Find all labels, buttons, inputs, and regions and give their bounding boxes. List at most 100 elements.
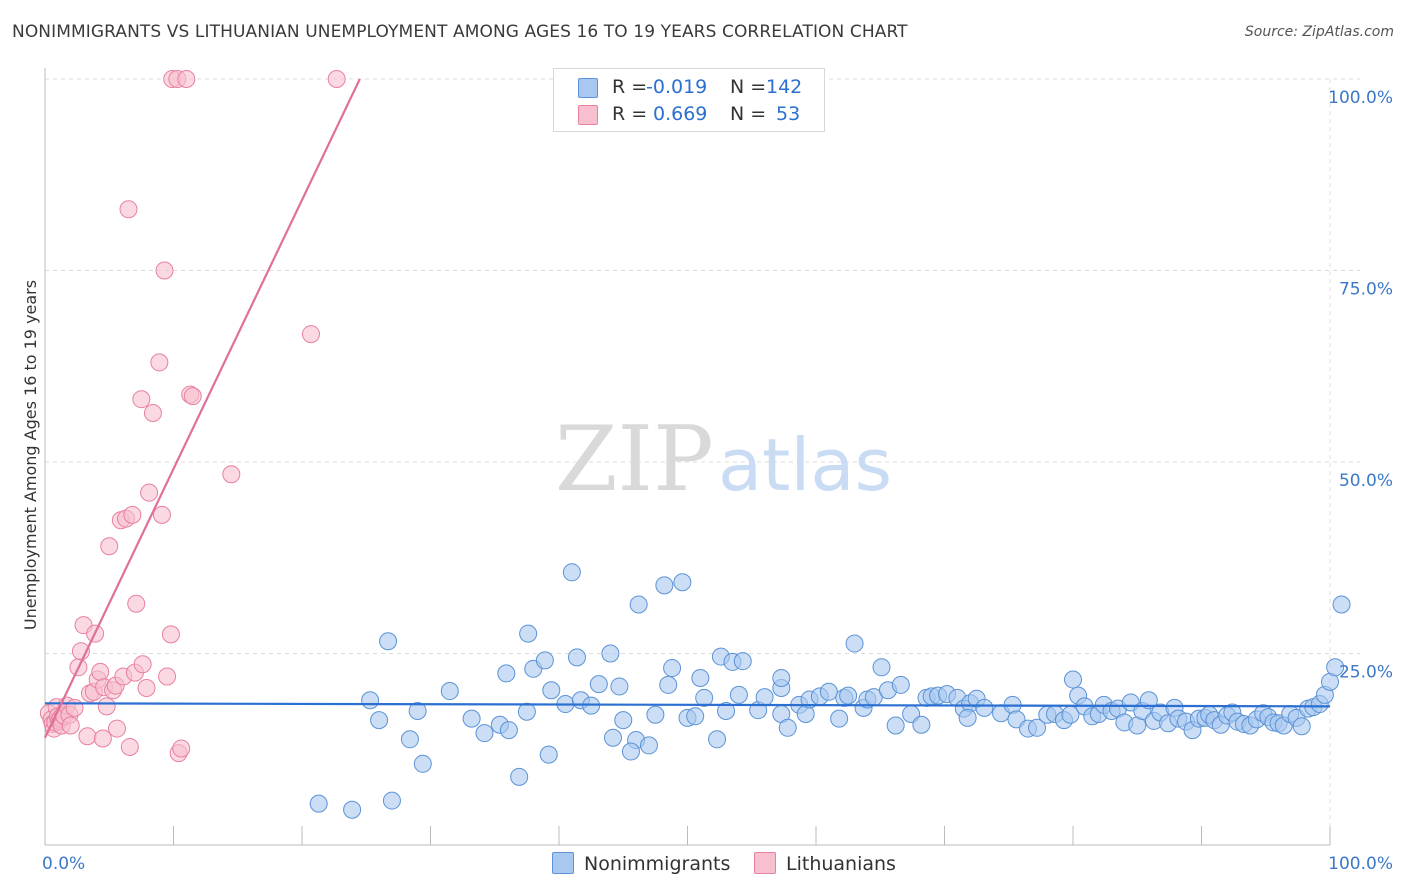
data-point-nonimmigrants — [1064, 670, 1082, 689]
legend-row-lithuanians: R = 0.669 N = 53 — [554, 100, 824, 128]
data-point-nonimmigrants — [440, 682, 459, 701]
data-point-nonimmigrants — [370, 711, 389, 730]
data-point-nonimmigrants — [309, 794, 328, 813]
data-point-nonimmigrants — [535, 651, 554, 670]
data-point-nonimmigrants — [655, 576, 674, 595]
data-point-nonimmigrants — [891, 675, 910, 694]
data-point-lithuanians — [61, 716, 80, 735]
data-point-nonimmigrants — [510, 767, 529, 786]
r-value-lithuanians: 0.669 — [653, 103, 708, 125]
trend-layer — [44, 78, 1331, 739]
data-point-nonimmigrants — [601, 644, 620, 663]
data-point-nonimmigrants — [519, 624, 538, 643]
data-point-nonimmigrants — [1332, 595, 1351, 614]
data-point-nonimmigrants — [691, 669, 710, 688]
watermark: ZIP atlas — [555, 407, 892, 512]
data-point-nonimmigrants — [886, 716, 905, 735]
data-point-lithuanians — [140, 483, 159, 502]
data-point-nonimmigrants — [343, 800, 362, 819]
data-point-lithuanians — [65, 698, 84, 717]
data-point-nonimmigrants — [361, 691, 380, 710]
data-point-nonimmigrants — [755, 688, 774, 707]
data-point-lithuanians — [301, 325, 320, 344]
data-point-nonimmigrants — [499, 721, 518, 740]
data-point-lithuanians — [143, 403, 162, 422]
correlation-legend: R = -0.019 N = 142 R = 0.669 N = 53 — [553, 68, 825, 132]
data-point-nonimmigrants — [567, 648, 586, 667]
data-point-nonimmigrants — [603, 728, 622, 747]
data-point-nonimmigrants — [382, 791, 401, 810]
n-value-nonimmigrants: 142 — [766, 76, 803, 98]
data-point-lithuanians — [132, 390, 151, 409]
legend-row-nonimmigrants: R = -0.019 N = 142 — [554, 73, 824, 101]
data-point-lithuanians — [177, 70, 196, 88]
data-point-nonimmigrants — [772, 669, 791, 688]
data-point-lithuanians — [183, 387, 202, 406]
data-point-nonimmigrants — [542, 681, 561, 700]
data-point-nonimmigrants — [400, 730, 419, 749]
data-point-lithuanians — [107, 719, 126, 738]
data-point-nonimmigrants — [912, 715, 931, 734]
watermark-zip: ZIP — [555, 407, 714, 512]
data-point-nonimmigrants — [646, 705, 665, 724]
data-point-lithuanians — [133, 655, 152, 674]
data-point-nonimmigrants — [729, 685, 748, 704]
n-label: N = — [730, 76, 767, 98]
data-point-lithuanians — [222, 465, 241, 484]
data-point-nonimmigrants — [673, 573, 692, 592]
data-point-nonimmigrants — [614, 711, 633, 730]
data-point-nonimmigrants — [839, 686, 858, 705]
y-axis-label: Unemployment Among Ages 16 to 19 years — [21, 280, 40, 630]
source-note: Source: ZipAtlas.com — [1244, 24, 1394, 40]
y-tick-label: 75.0% — [1339, 280, 1393, 300]
data-point-nonimmigrants — [958, 708, 977, 727]
data-point-nonimmigrants — [695, 688, 714, 707]
data-point-nonimmigrants — [830, 709, 849, 728]
x-tick-label: 0.0% — [42, 854, 85, 874]
trendline-nonimmigrants — [44, 702, 1331, 708]
data-point-nonimmigrants — [413, 754, 432, 773]
data-point-nonimmigrants — [819, 682, 838, 701]
data-point-lithuanians — [152, 505, 171, 524]
data-point-nonimmigrants — [610, 677, 629, 696]
y-tick-label: 50.0% — [1339, 471, 1393, 491]
nonimmigrants-legend-icon — [552, 852, 574, 874]
legend-label-lithuanians: Lithuanians — [786, 853, 896, 875]
x-tick-label: 100.0% — [1328, 854, 1393, 874]
data-point-lithuanians — [155, 261, 174, 280]
nonimmigrants-swatch-icon — [578, 78, 598, 98]
data-point-lithuanians — [120, 737, 139, 756]
data-point-nonimmigrants — [778, 718, 797, 737]
legend-item-nonimmigrants[interactable]: Nonimmigrants — [552, 851, 730, 877]
n-value-lithuanians: 53 — [776, 103, 801, 125]
data-point-nonimmigrants — [659, 675, 678, 694]
data-point-nonimmigrants — [663, 659, 682, 678]
points-layer — [39, 70, 1351, 819]
data-point-nonimmigrants — [1028, 718, 1047, 737]
legend-item-lithuanians[interactable]: Lithuanians — [754, 851, 896, 877]
watermark-atlas: atlas — [718, 423, 892, 507]
data-point-lithuanians — [100, 537, 119, 556]
data-point-nonimmigrants — [1326, 658, 1345, 677]
r-label: R = — [612, 76, 648, 98]
data-point-lithuanians — [158, 667, 177, 686]
data-point-nonimmigrants — [621, 742, 640, 761]
data-point-nonimmigrants — [872, 658, 891, 677]
n-label: N = — [730, 103, 767, 125]
legend-label-nonimmigrants: Nonimmigrants — [584, 853, 731, 875]
data-point-nonimmigrants — [708, 730, 727, 749]
data-point-nonimmigrants — [1139, 691, 1158, 710]
data-point-lithuanians — [97, 697, 116, 716]
data-point-lithuanians — [123, 505, 142, 524]
y-tick-label: 25.0% — [1339, 663, 1393, 683]
r-label: R = — [612, 103, 648, 125]
data-point-lithuanians — [119, 200, 138, 219]
data-point-nonimmigrants — [408, 701, 427, 720]
axes-layer — [44, 68, 1331, 846]
data-point-nonimmigrants — [539, 745, 558, 764]
lithuanians-swatch-icon — [578, 105, 598, 125]
data-point-lithuanians — [93, 729, 112, 748]
chart-title: NONIMMIGRANTS VS LITHUANIAN UNEMPLOYMENT… — [12, 22, 908, 42]
data-point-nonimmigrants — [497, 664, 516, 683]
